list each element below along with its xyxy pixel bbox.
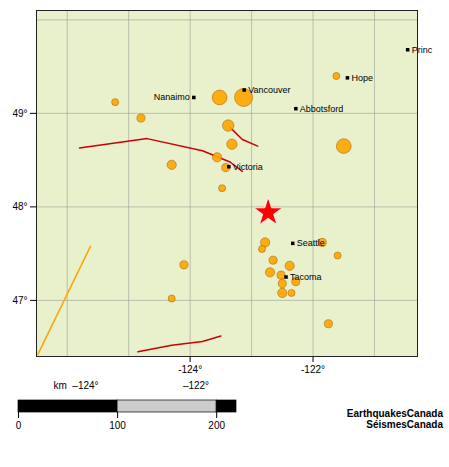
svg-text:Hope: Hope	[351, 73, 373, 83]
svg-text:49°: 49°	[12, 108, 27, 119]
svg-text:Seattle: Seattle	[297, 238, 325, 248]
svg-text:-124°: -124°	[178, 364, 202, 375]
svg-text:100: 100	[109, 420, 126, 431]
svg-text:-122°: -122°	[301, 364, 325, 375]
html-text:km –124°: km –124°	[53, 380, 99, 391]
svg-text:47°: 47°	[12, 295, 27, 306]
svg-text:Nanaimo: Nanaimo	[154, 92, 190, 102]
svg-text:Victoria: Victoria	[233, 162, 263, 172]
svg-text:Vancouver: Vancouver	[248, 85, 290, 95]
svg-text:Princ: Princ	[412, 45, 433, 55]
svg-text:200: 200	[208, 420, 225, 431]
svg-text:48°: 48°	[12, 201, 27, 212]
html-text:EarthquakesCanada SéismesCanad: EarthquakesCanada SéismesCanada	[346, 408, 443, 430]
svg-text:Tacoma: Tacoma	[290, 272, 322, 282]
svg-text:Abbotsford: Abbotsford	[300, 104, 344, 114]
svg-text:0: 0	[16, 420, 22, 431]
html-text:–122°: –122°	[182, 380, 210, 391]
